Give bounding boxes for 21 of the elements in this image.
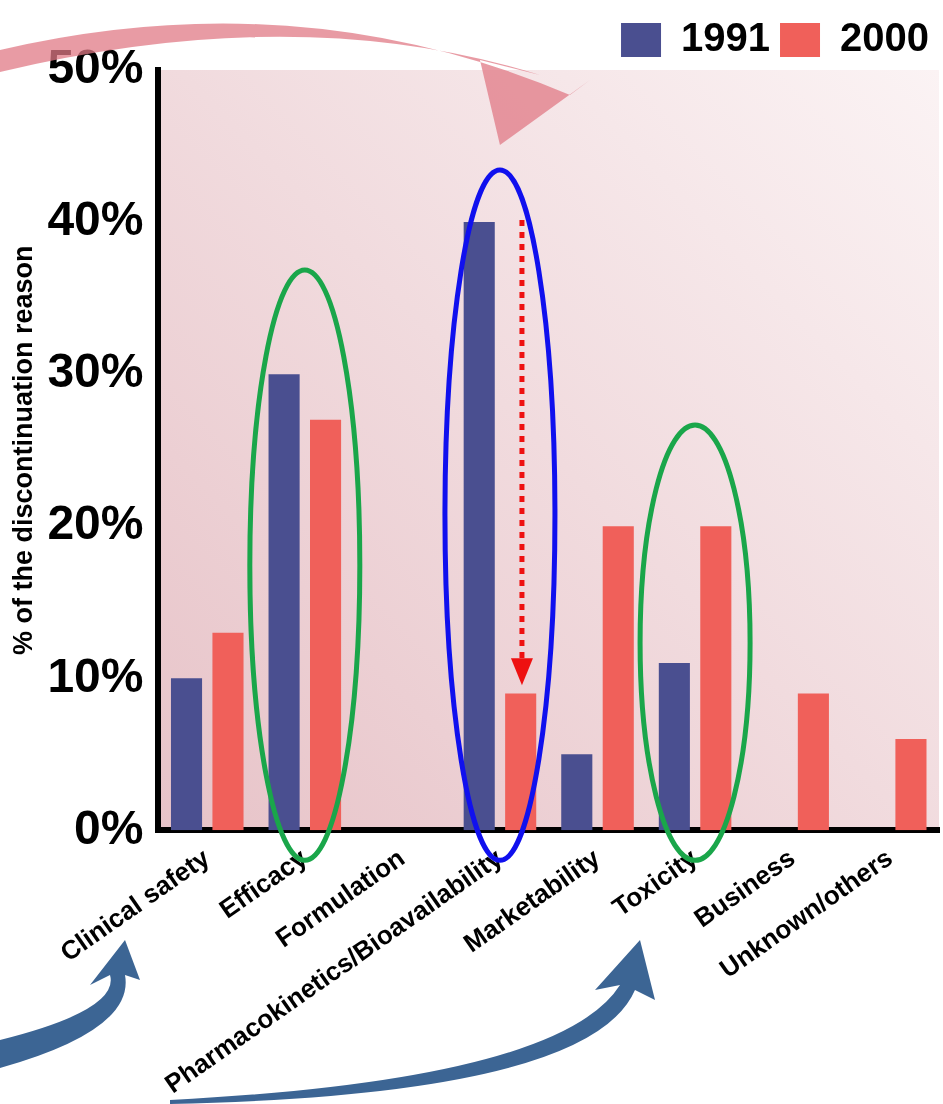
bar	[170, 678, 203, 831]
y-tick-label: 30%	[47, 344, 144, 398]
y-tick-label: 40%	[47, 192, 144, 246]
legend-label: 2000	[840, 15, 929, 60]
y-tick-label: 20%	[47, 496, 144, 550]
y-tick-label: 50%	[47, 40, 144, 94]
y-tick-label: 10%	[47, 648, 144, 702]
bar	[895, 739, 927, 831]
y-tick-label: 0%	[74, 800, 144, 854]
bar	[797, 693, 829, 831]
legend-label: 1991	[681, 15, 771, 60]
bar	[505, 693, 537, 831]
bar	[658, 663, 690, 831]
bar	[463, 222, 495, 831]
bar	[561, 754, 593, 831]
bar	[310, 419, 342, 831]
bar	[212, 632, 244, 831]
y-axis-title: % of the discontinuation reason	[7, 245, 38, 655]
bar	[268, 374, 300, 831]
bar	[700, 526, 732, 831]
bar	[602, 526, 634, 831]
